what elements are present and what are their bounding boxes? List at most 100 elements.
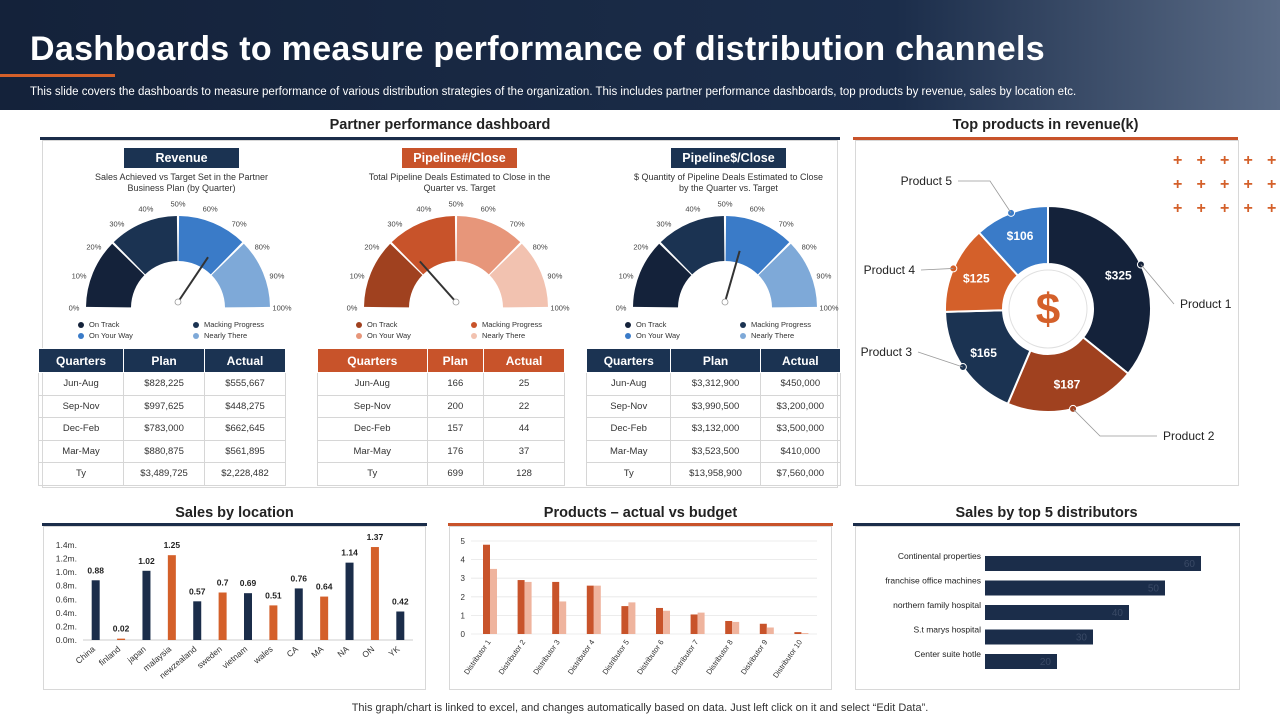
y-tick-label: 4 (461, 556, 466, 565)
x-tick-label: Distributor 9 (739, 638, 770, 676)
table-row: Sep-Nov $997,625 $448,275 (37, 394, 286, 418)
distributors-title: Sales by top 5 distributors (955, 505, 1138, 521)
legend-label: On Your Way (636, 331, 680, 340)
distributor-value: 40 (1112, 608, 1124, 619)
plus-icon: + (1173, 152, 1183, 169)
location-bar (345, 562, 354, 640)
plus-icon: + (1196, 200, 1206, 217)
gauge-tick-label: 70% (231, 219, 247, 229)
table-row: Jun-Aug $3,312,900 $450,000 (585, 372, 842, 396)
budget-bar (801, 633, 809, 634)
legend-dot (78, 322, 84, 329)
x-tick-label: ON (360, 644, 376, 660)
gauge-segment (178, 216, 243, 275)
x-tick-label: MA (309, 644, 325, 660)
products-budget-title-rule (448, 523, 833, 526)
partner-table-2: Quarters Plan Actual Jun-Aug 166 25 Sep-Nov 200… (317, 348, 565, 486)
table-cell: 25 (483, 372, 565, 396)
location-bar (269, 605, 278, 640)
gauge-legend-item: On Track (78, 320, 119, 329)
budget-bar (725, 620, 733, 634)
plus-icon: + (1173, 200, 1183, 217)
bar-value-label: 1.37 (367, 532, 384, 542)
gauge-tick-label: 70% (509, 219, 525, 229)
x-tick-label: Distributor 7 (670, 638, 701, 676)
x-tick-label: NA (335, 644, 351, 659)
gauge-segment (113, 216, 178, 275)
gauge-tick-label: 60% (749, 204, 765, 214)
gauge-segment (660, 216, 725, 275)
y-tick-label: 1.4m. (56, 540, 77, 550)
gauge-tick-label: 30% (656, 219, 672, 229)
distributor-value: 20 (1040, 657, 1052, 668)
gauge-tick-label: 30% (387, 219, 403, 229)
gauge-tick-label: 0% (615, 303, 627, 313)
gauge-tick-label: 100% (550, 303, 570, 313)
legend-label: Macking Progress (482, 320, 543, 329)
gauge-tick-label: 50% (717, 199, 733, 209)
gauge-label-2: Pipeline#/Close (402, 148, 517, 168)
plus-icon: + (1220, 176, 1230, 193)
gauge-3 (633, 216, 817, 308)
sales-location-panel (43, 526, 426, 690)
budget-bar (524, 581, 532, 634)
gauge-tick-label: 10% (349, 271, 365, 281)
gauge-tick-label: 60% (480, 204, 496, 214)
table-header-cell: Plan (123, 348, 206, 373)
y-tick-label: 0.4m. (56, 608, 77, 618)
table-cell: 22 (483, 394, 565, 418)
y-tick-label: 2 (461, 593, 466, 602)
donut-value-label: $325 (1105, 268, 1132, 282)
gauge-segment (456, 216, 521, 275)
table-cell: $997,625 (123, 394, 206, 418)
location-bar (218, 592, 227, 640)
donut-leader-line (1140, 264, 1175, 305)
legend-label: Macking Progress (751, 320, 812, 329)
gauge-tick-label: 90% (816, 271, 832, 281)
gauge-tick-label: 80% (801, 242, 817, 252)
gauge-legend-item: On Your Way (625, 331, 680, 340)
donut-category-label: Product 3 (861, 345, 913, 359)
table-header-cell: Actual (204, 348, 286, 373)
table-cell: $3,990,500 (670, 394, 761, 418)
budget-bar (759, 623, 767, 634)
table-row: Ty $3,489,725 $2,228,482 (37, 462, 286, 486)
donut-slice (1006, 335, 1130, 413)
budget-bar (690, 614, 698, 634)
footer-note: This graph/chart is linked to excel, and… (351, 702, 929, 714)
bar-value-label: 0.69 (240, 578, 257, 588)
budget-bar (559, 601, 567, 634)
distributor-label: S.t marys hospital (913, 625, 981, 635)
legend-label: Nearly There (204, 331, 248, 340)
location-bar (294, 588, 303, 640)
donut-leader-line (958, 180, 1012, 214)
legend-dot (740, 322, 746, 329)
gauge-needle-hub (452, 298, 460, 306)
location-bar (193, 601, 202, 640)
table-cell: $880,875 (123, 439, 206, 463)
gauge-needle (177, 256, 209, 303)
table-cell: $561,895 (204, 439, 286, 463)
bar-value-label: 0.42 (392, 597, 409, 607)
table-cell: Mar-May (317, 439, 428, 463)
table-cell: Ty (317, 462, 428, 486)
legend-label: Nearly There (751, 331, 795, 340)
table-row: Ty 699 128 (317, 462, 565, 486)
gauge-legend-item: On Your Way (356, 331, 411, 340)
donut-leader-line (1072, 408, 1157, 437)
gauge-tick-label: 50% (448, 199, 464, 209)
table-cell: $3,312,900 (670, 372, 761, 396)
table-cell: 176 (426, 439, 485, 463)
table-cell: Sep-Nov (585, 394, 672, 418)
distributor-bar (985, 605, 1129, 620)
gauge-needle-hub (174, 298, 182, 306)
page-subtitle: This slide covers the dashboards to meas… (30, 86, 1077, 98)
bar-value-label: 0.76 (290, 573, 307, 583)
table-cell: Mar-May (585, 439, 672, 463)
donut-value-label: $165 (970, 346, 997, 360)
plus-icon: + (1243, 152, 1253, 169)
x-tick-label: Distributor 3 (531, 638, 562, 676)
legend-dot (193, 333, 199, 340)
table-cell: 699 (426, 462, 485, 486)
